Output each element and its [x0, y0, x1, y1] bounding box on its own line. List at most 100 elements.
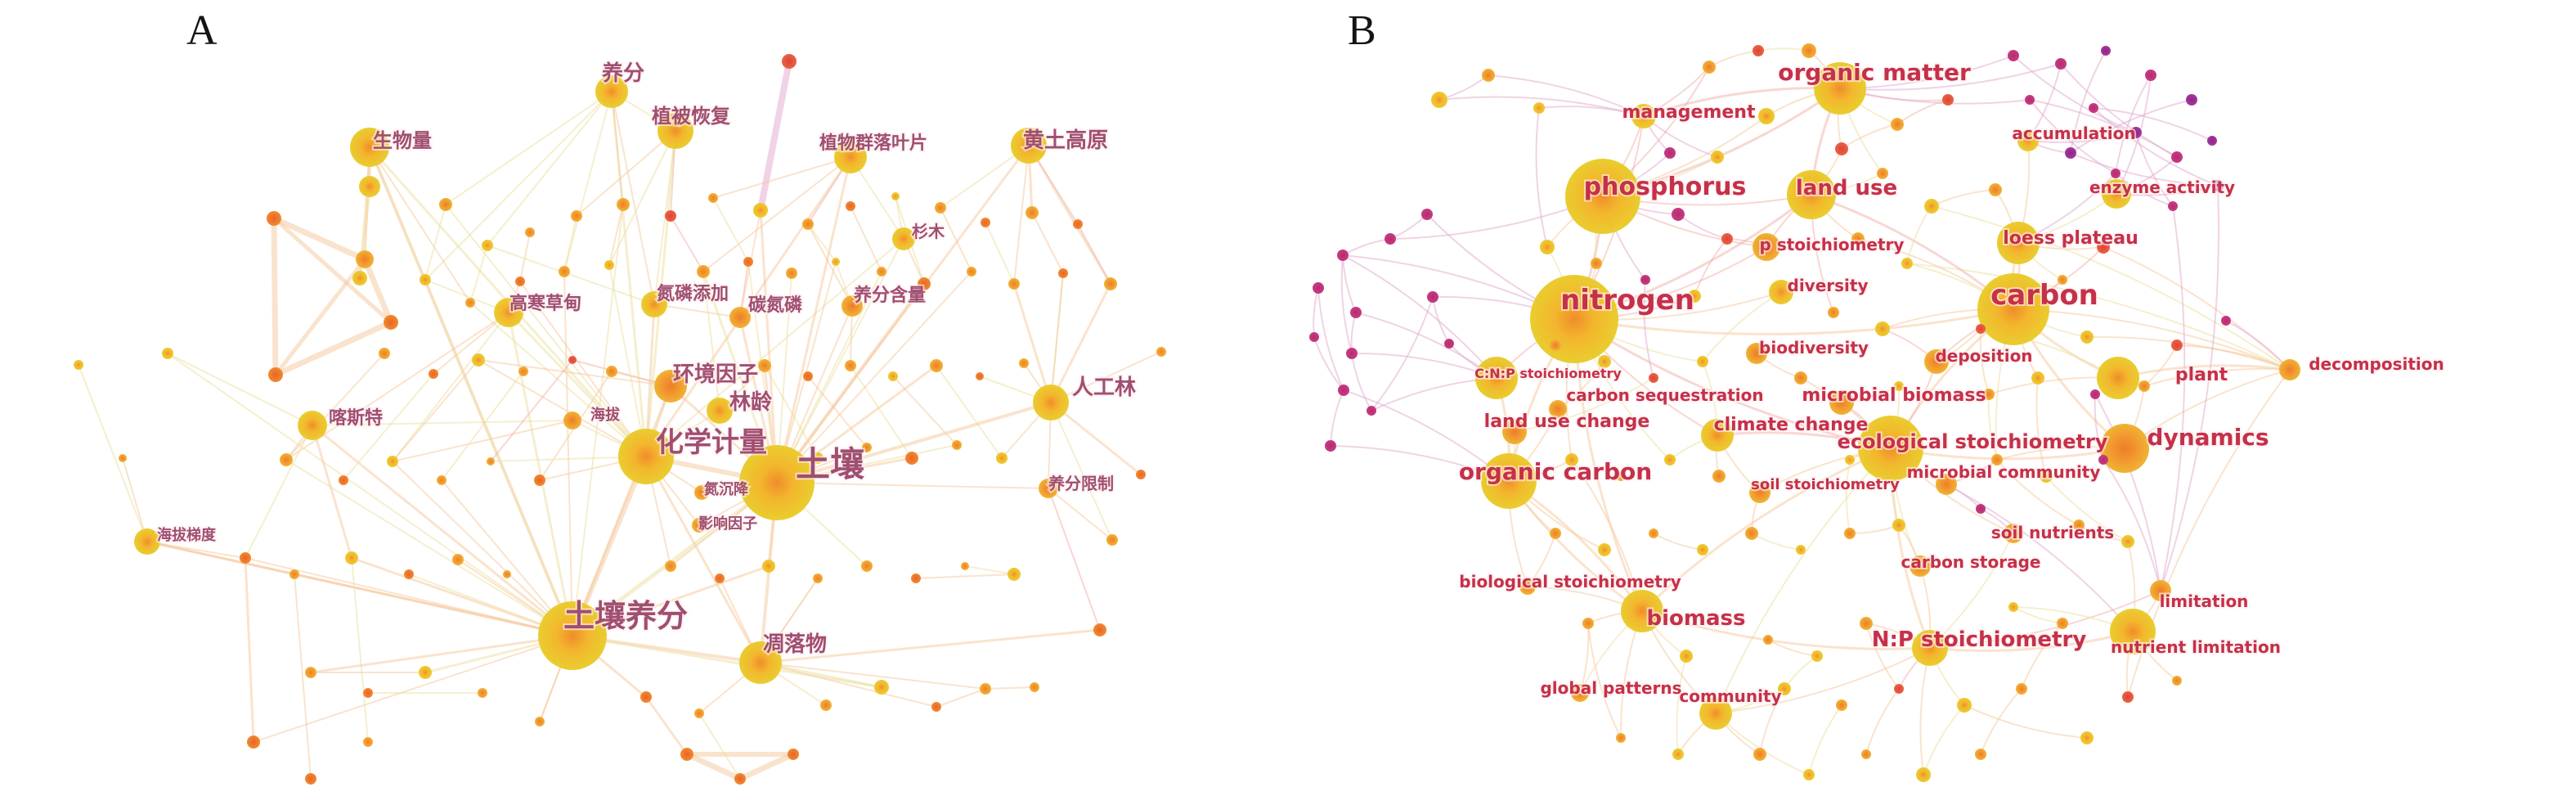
network-node[interactable] [758, 359, 771, 372]
network-node[interactable] [1796, 545, 1806, 555]
network-node[interactable] [1313, 282, 1324, 294]
network-node[interactable] [2090, 389, 2100, 399]
network-node[interactable] [1697, 356, 1708, 367]
network-node[interactable] [1549, 400, 1567, 418]
network-node[interactable] [2040, 470, 2053, 483]
network-node[interactable] [2221, 316, 2231, 326]
network-node[interactable] [2121, 535, 2134, 548]
network-node[interactable] [472, 353, 485, 367]
network-node[interactable] [538, 601, 607, 670]
network-node[interactable] [1631, 104, 1656, 128]
network-node[interactable] [2279, 359, 2300, 380]
network-node[interactable] [2008, 602, 2018, 612]
network-node[interactable] [606, 366, 617, 377]
network-node[interactable] [961, 562, 969, 570]
network-node[interactable] [1746, 343, 1767, 364]
network-node[interactable] [2055, 58, 2067, 70]
network-node[interactable] [694, 708, 704, 718]
network-node[interactable] [1701, 419, 1734, 452]
network-node[interactable] [1431, 92, 1447, 108]
network-node[interactable] [1803, 769, 1815, 780]
network-node[interactable] [1156, 347, 1166, 357]
network-node[interactable] [305, 667, 316, 678]
network-node[interactable] [503, 570, 511, 578]
network-node[interactable] [1475, 357, 1518, 399]
network-node[interactable] [2058, 275, 2067, 285]
network-node[interactable] [1892, 519, 1905, 532]
network-node[interactable] [1975, 749, 1986, 760]
network-node[interactable] [641, 291, 667, 317]
network-node[interactable] [617, 198, 630, 211]
network-node[interactable] [1025, 206, 1039, 219]
network-node[interactable] [404, 569, 414, 579]
network-node[interactable] [1649, 373, 1658, 383]
network-node[interactable] [1688, 290, 1701, 303]
network-node[interactable] [697, 265, 710, 278]
network-node[interactable] [74, 360, 83, 370]
network-node[interactable] [967, 267, 976, 277]
network-node[interactable] [1058, 268, 1068, 278]
network-node[interactable] [452, 554, 464, 565]
network-node[interactable] [1325, 440, 1336, 452]
network-node[interactable] [1444, 339, 1454, 349]
network-node[interactable] [1550, 528, 1561, 539]
network-node[interactable] [708, 193, 718, 203]
network-node[interactable] [918, 277, 931, 290]
network-node[interactable] [2057, 618, 2068, 629]
network-node[interactable] [1875, 322, 1890, 336]
network-node[interactable] [1598, 543, 1611, 556]
network-node[interactable] [1571, 684, 1589, 702]
network-node[interactable] [640, 691, 652, 703]
network-node[interactable] [1346, 348, 1358, 359]
network-node[interactable] [487, 457, 495, 465]
network-node[interactable] [1758, 108, 1775, 124]
network-node[interactable] [419, 666, 432, 679]
network-node[interactable] [665, 560, 676, 572]
network-node[interactable] [1912, 630, 1948, 666]
network-node[interactable] [845, 360, 856, 371]
network-node[interactable] [841, 295, 863, 317]
network-node[interactable] [352, 271, 367, 286]
network-node[interactable] [846, 201, 855, 211]
network-node[interactable] [782, 54, 797, 69]
network-node[interactable] [1924, 349, 1949, 374]
network-node[interactable] [1711, 151, 1724, 164]
network-node[interactable] [1703, 61, 1716, 74]
network-node[interactable] [119, 454, 127, 462]
network-node[interactable] [1844, 528, 1856, 539]
network-node[interactable] [834, 141, 867, 173]
network-node[interactable] [786, 268, 797, 279]
network-node[interactable] [1894, 381, 1904, 391]
network-node[interactable] [1769, 280, 1793, 304]
network-node[interactable] [482, 240, 493, 251]
network-node[interactable] [1519, 578, 1536, 595]
network-node[interactable] [2080, 731, 2094, 744]
network-node[interactable] [2097, 357, 2139, 399]
network-node[interactable] [1033, 385, 1069, 420]
network-node[interactable] [694, 485, 709, 500]
network-node[interactable] [2171, 340, 2183, 351]
network-node[interactable] [247, 735, 260, 749]
network-node[interactable] [568, 356, 577, 364]
network-node[interactable] [911, 573, 921, 583]
network-node[interactable] [802, 218, 814, 230]
network-node[interactable] [2138, 380, 2150, 392]
network-node[interactable] [387, 456, 398, 467]
network-node[interactable] [862, 443, 872, 452]
network-node[interactable] [803, 371, 813, 381]
network-node[interactable] [1136, 470, 1146, 479]
network-node[interactable] [734, 773, 746, 785]
network-node[interactable] [1811, 650, 1823, 662]
network-node[interactable] [788, 749, 799, 760]
network-node[interactable] [298, 411, 327, 440]
network-node[interactable] [1030, 682, 1039, 692]
network-node[interactable] [478, 688, 487, 698]
network-node[interactable] [874, 680, 889, 695]
network-node[interactable] [1616, 733, 1626, 743]
network-node[interactable] [892, 227, 915, 250]
network-node[interactable] [2098, 455, 2108, 465]
network-node[interactable] [905, 452, 918, 465]
network-node[interactable] [1836, 699, 1847, 711]
network-node[interactable] [2110, 609, 2156, 654]
network-node[interactable] [1794, 371, 1807, 385]
